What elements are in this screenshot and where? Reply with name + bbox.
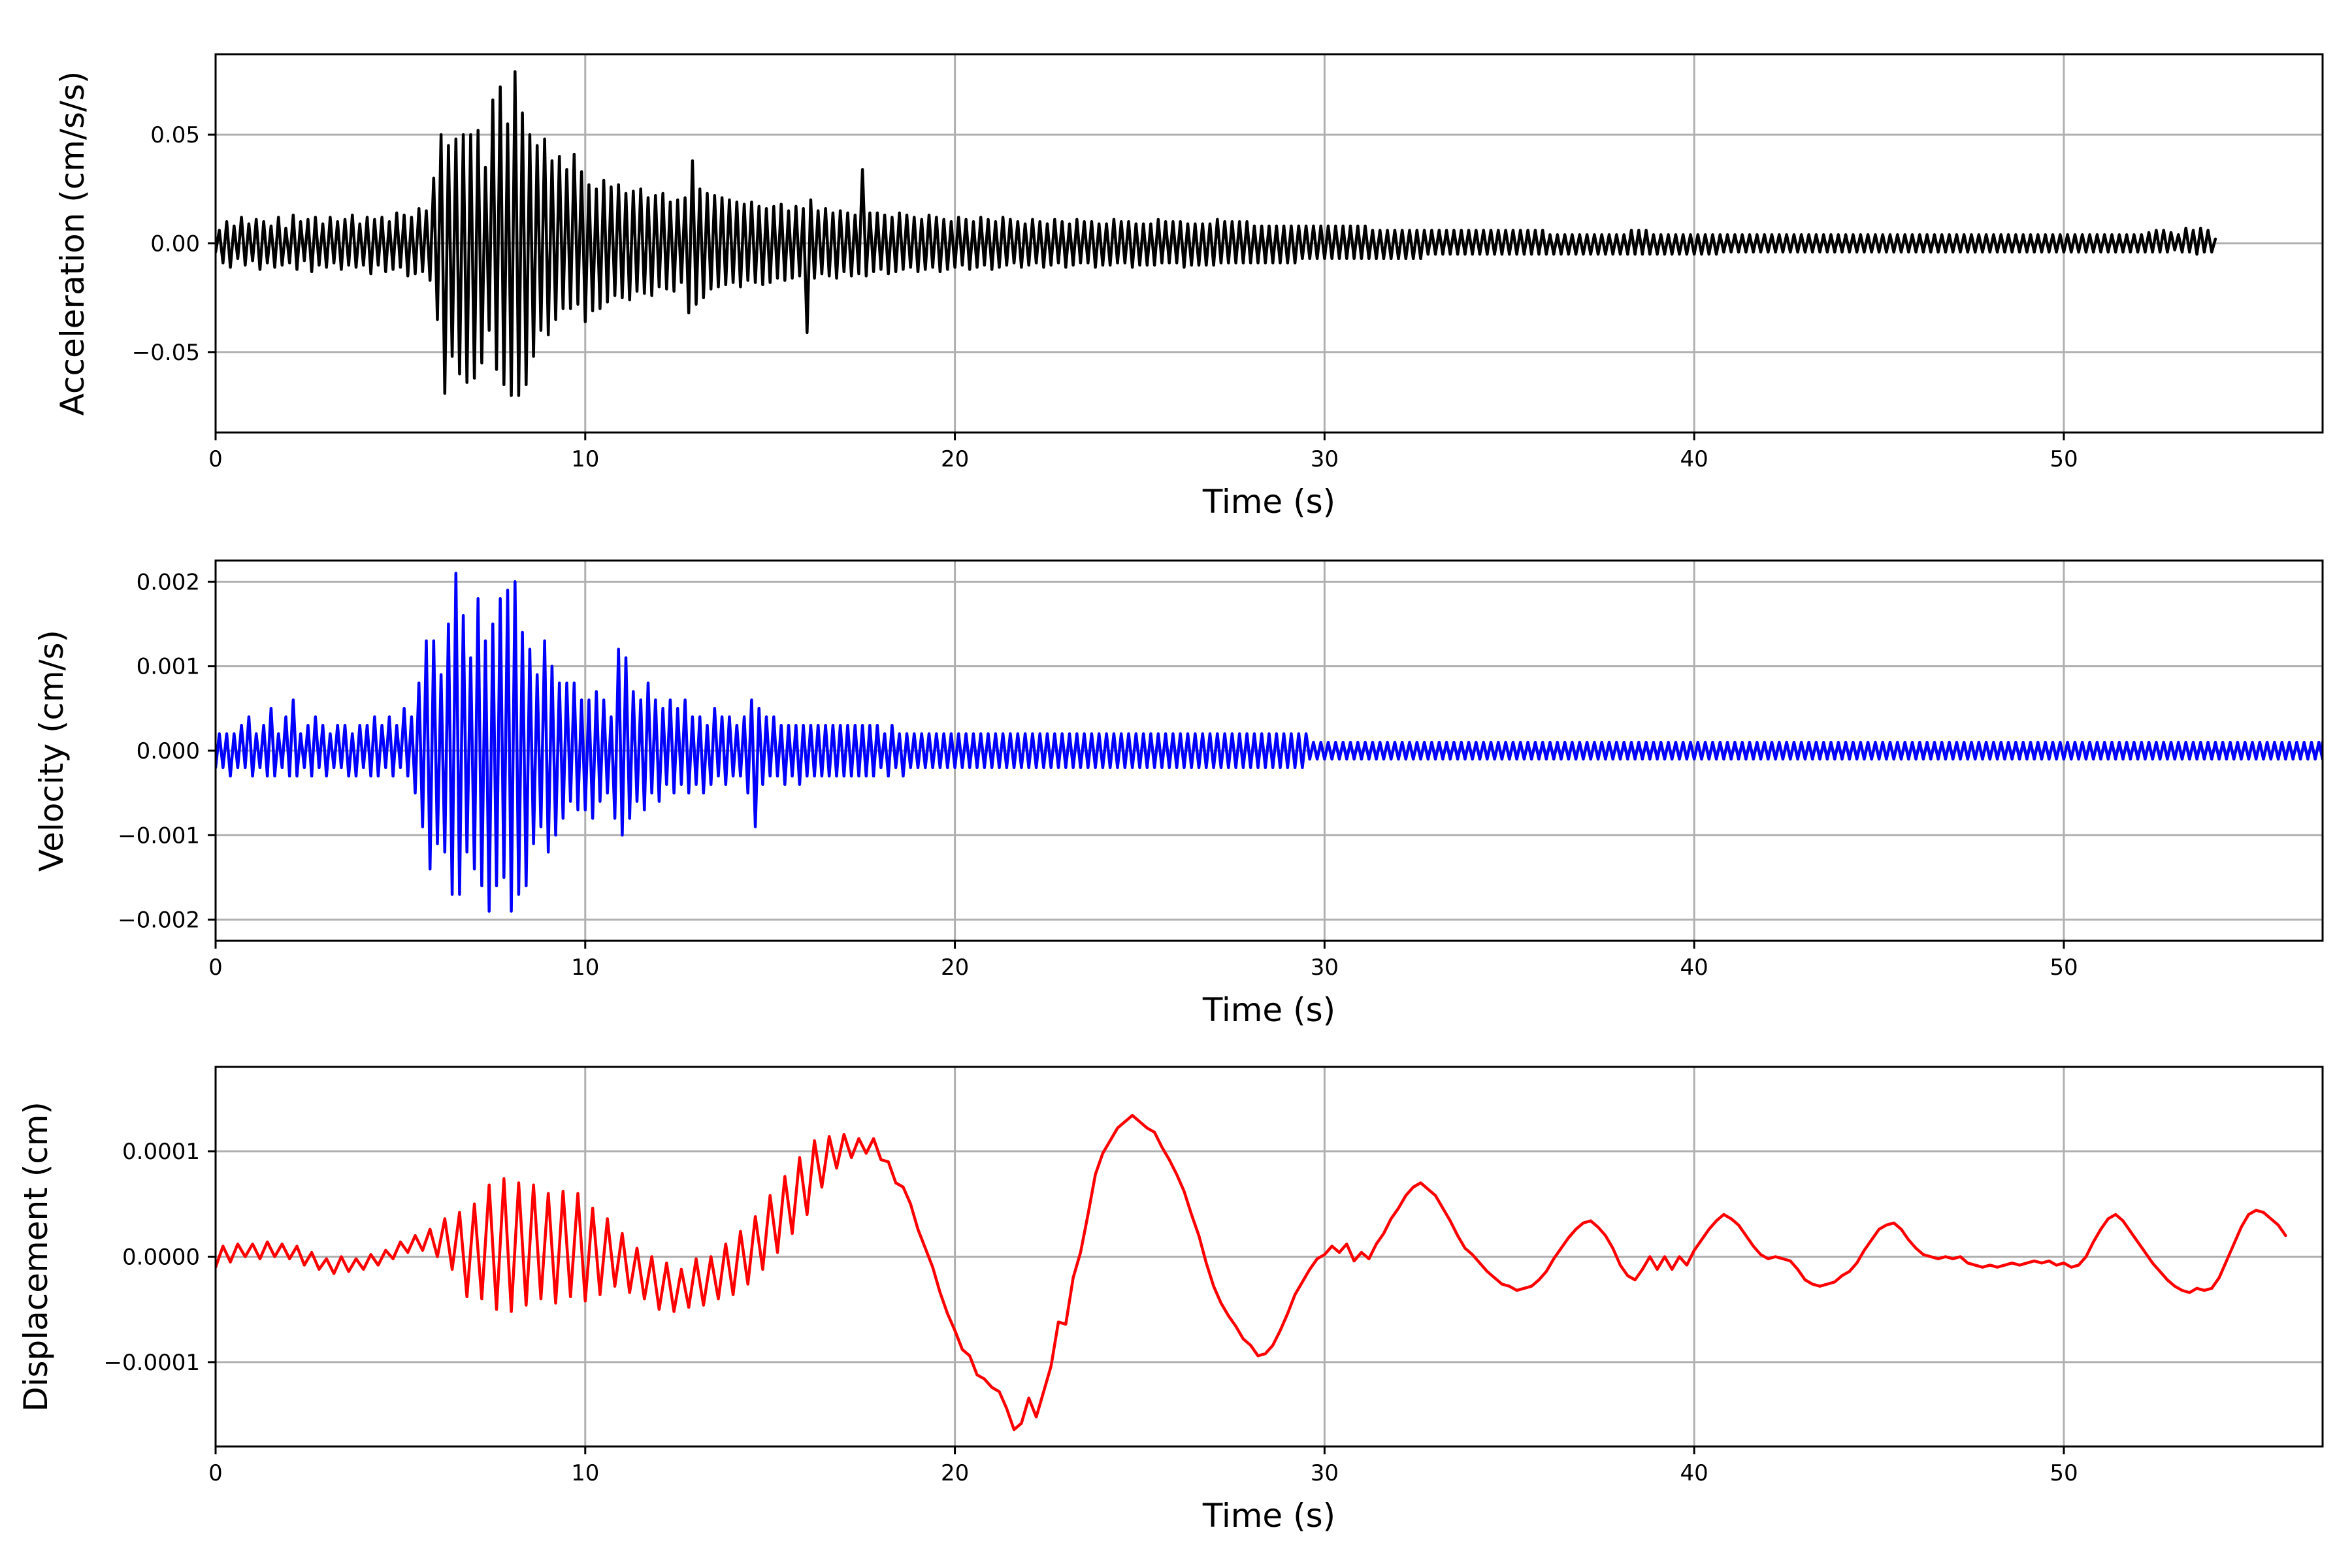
displacement-trace <box>216 1113 2287 1431</box>
velocity-x-tick-label-1: 10 <box>571 955 599 981</box>
displacement-x-axis-label: Time (s) <box>1202 1497 1335 1535</box>
displacement-x-tick-label-1: 10 <box>571 1460 599 1486</box>
acceleration-x-tick-label-2: 20 <box>941 446 969 472</box>
velocity-panel: 0 10 20 30 40 50 −0.002 −0.001 0.000 0.001 0.002 T… <box>33 559 2324 1029</box>
acceleration-y-tick-label-2: 0.05 <box>150 122 200 148</box>
velocity-x-tick-label-4: 40 <box>1680 955 1708 981</box>
displacement-y-tick-label-0: −0.0001 <box>104 1350 200 1376</box>
displacement-x-tick-label-3: 30 <box>1311 1460 1339 1486</box>
displacement-y-tick-label-2: 0.0001 <box>122 1139 200 1165</box>
displacement-y-axis-label: Displacement (cm) <box>17 1102 55 1412</box>
velocity-y-tick-label-1: −0.001 <box>118 823 200 849</box>
acceleration-trace <box>216 70 2217 397</box>
acceleration-plot-area: 0 10 20 30 40 50 −0.05 0.00 0.05 <box>132 53 2324 472</box>
velocity-x-tick-label-2: 20 <box>941 955 969 981</box>
velocity-y-tick-label-4: 0.002 <box>137 569 200 595</box>
acceleration-x-tick-label-1: 10 <box>571 446 599 472</box>
displacement-x-tick-label-4: 40 <box>1680 1460 1708 1486</box>
acceleration-y-tick-label-1: 0.00 <box>150 231 200 257</box>
velocity-y-tick-label-3: 0.001 <box>137 654 200 680</box>
velocity-plot-area: 0 10 20 30 40 50 −0.002 −0.001 0.000 0.001 0.002 <box>118 559 2324 981</box>
acceleration-x-axis-label: Time (s) <box>1202 483 1335 521</box>
velocity-x-tick-label-0: 0 <box>208 955 223 981</box>
acceleration-y-axis-label: Acceleration (cm/s/s) <box>54 71 91 416</box>
velocity-x-tick-label-5: 50 <box>2050 955 2078 981</box>
velocity-x-axis-label: Time (s) <box>1202 991 1335 1029</box>
velocity-trace <box>216 572 2323 913</box>
acceleration-x-tick-label-0: 0 <box>208 446 223 472</box>
velocity-y-tick-label-2: 0.000 <box>137 738 200 764</box>
displacement-x-tick-label-5: 50 <box>2050 1460 2078 1486</box>
displacement-plot-area: 0 10 20 30 40 50 −0.0001 0.0000 0.0001 <box>104 1066 2324 1486</box>
acceleration-x-tick-label-4: 40 <box>1680 446 1708 472</box>
displacement-y-tick-label-1: 0.0000 <box>122 1245 200 1271</box>
acceleration-panel: 0 10 20 30 40 50 −0.05 0.00 0.05 Time (s) Accele… <box>54 53 2324 521</box>
acceleration-x-tick-label-5: 50 <box>2050 446 2078 472</box>
velocity-y-axis-label: Velocity (cm/s) <box>33 630 71 872</box>
velocity-x-tick-label-3: 30 <box>1311 955 1339 981</box>
acceleration-x-tick-label-3: 30 <box>1311 446 1339 472</box>
acceleration-y-tick-label-0: −0.05 <box>132 340 200 366</box>
displacement-x-tick-label-0: 0 <box>208 1460 223 1486</box>
velocity-y-tick-label-0: −0.002 <box>118 907 200 934</box>
displacement-x-tick-label-2: 20 <box>941 1460 969 1486</box>
